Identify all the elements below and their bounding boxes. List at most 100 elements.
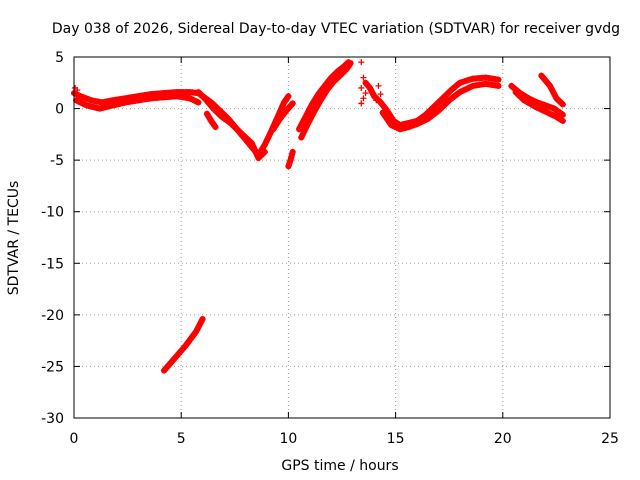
- data-point: [531, 103, 538, 110]
- data-point: [289, 100, 296, 107]
- data-point: [263, 138, 270, 145]
- x-tick-label: 5: [177, 431, 186, 447]
- data-point: [99, 104, 106, 111]
- data-point: [362, 90, 369, 97]
- data-point: [396, 126, 403, 133]
- data-point: [411, 122, 418, 129]
- y-axis-label: SDTVAR / TECUs: [6, 181, 22, 296]
- y-tick-label: -5: [50, 153, 64, 169]
- y-tick-label: 5: [55, 50, 64, 66]
- data-point: [103, 104, 110, 111]
- data-point: [78, 99, 85, 106]
- plot-frame: [73, 56, 611, 419]
- data-point: [302, 126, 309, 133]
- data-point: [287, 157, 294, 164]
- data-point: [495, 76, 502, 83]
- data-point: [548, 104, 555, 111]
- data-point: [548, 111, 555, 118]
- data-point: [74, 87, 81, 94]
- data-point: [537, 106, 544, 113]
- y-tick-label: -15: [41, 256, 64, 272]
- data-point: [536, 100, 543, 107]
- data-point: [422, 117, 429, 124]
- data-point: [377, 91, 384, 98]
- data-point: [80, 94, 87, 101]
- data-point: [540, 107, 546, 114]
- data-point: [303, 123, 310, 130]
- data-point: [112, 101, 119, 108]
- y-tick-label: -25: [41, 359, 64, 375]
- data-point: [116, 100, 123, 107]
- x-axis-label: GPS time / hours: [281, 458, 398, 474]
- data-point: [289, 148, 296, 155]
- data-point: [195, 99, 202, 106]
- data-point: [266, 130, 273, 137]
- y-tick-label: -20: [41, 308, 64, 324]
- data-point: [90, 104, 97, 111]
- data-point: [119, 100, 126, 107]
- data-point: [360, 74, 367, 81]
- data-point: [373, 97, 380, 104]
- x-tick-label: 20: [494, 431, 512, 447]
- data-point: [82, 95, 89, 102]
- data-point: [77, 93, 84, 100]
- chart-title: Day 038 of 2026, Sidereal Day-to-day VTE…: [52, 21, 620, 37]
- data-point: [358, 59, 365, 66]
- data-point: [96, 105, 103, 112]
- data-point: [375, 82, 382, 89]
- data-point: [399, 125, 406, 132]
- x-tick-label: 0: [70, 431, 79, 447]
- data-point: [358, 100, 365, 107]
- x-tick-label: 10: [279, 431, 297, 447]
- data-point: [545, 109, 552, 116]
- y-tick-label: -10: [41, 205, 64, 221]
- data-marks: [71, 59, 566, 374]
- data-point: [252, 149, 259, 156]
- data-point: [109, 102, 116, 109]
- data-point: [402, 124, 409, 131]
- data-point: [265, 133, 272, 140]
- data-point: [545, 103, 552, 110]
- data-point: [83, 102, 90, 109]
- data-point: [419, 118, 426, 125]
- data-point: [345, 59, 352, 66]
- grid-lines: [74, 57, 610, 418]
- data-point: [248, 140, 255, 147]
- data-point: [539, 101, 546, 108]
- data-point: [251, 146, 258, 153]
- data-point: [285, 93, 292, 100]
- data-point: [298, 134, 305, 141]
- data-point: [286, 160, 293, 167]
- x-tick-label: 15: [387, 431, 405, 447]
- data-point: [81, 101, 88, 108]
- data-point: [261, 148, 268, 155]
- data-point: [559, 111, 566, 118]
- data-point: [299, 131, 306, 138]
- data-point: [288, 151, 295, 158]
- data-point: [85, 96, 92, 103]
- x-tick-label: 25: [601, 431, 619, 447]
- data-point: [279, 102, 286, 109]
- data-point: [408, 123, 415, 130]
- data-point: [75, 98, 82, 105]
- data-point: [250, 143, 257, 150]
- data-point: [106, 103, 113, 110]
- data-point: [87, 103, 94, 110]
- data-point: [358, 84, 365, 91]
- data-point: [550, 112, 557, 119]
- data-point: [300, 129, 307, 136]
- data-point: [278, 105, 285, 112]
- data-point: [559, 101, 566, 108]
- data-point: [212, 124, 219, 131]
- data-point: [285, 163, 292, 170]
- y-tick-label: -30: [41, 411, 64, 427]
- data-point: [254, 152, 261, 159]
- data-point: [495, 82, 502, 89]
- data-point: [542, 102, 549, 109]
- data-point: [559, 117, 566, 124]
- data-point: [416, 119, 423, 126]
- data-point: [264, 136, 271, 143]
- data-point: [534, 104, 541, 111]
- axis-ticks: 0 5 10 15 20 25 5 0 -5 -10 -15 -20 -25 -30: [41, 50, 619, 447]
- data-point: [360, 95, 367, 102]
